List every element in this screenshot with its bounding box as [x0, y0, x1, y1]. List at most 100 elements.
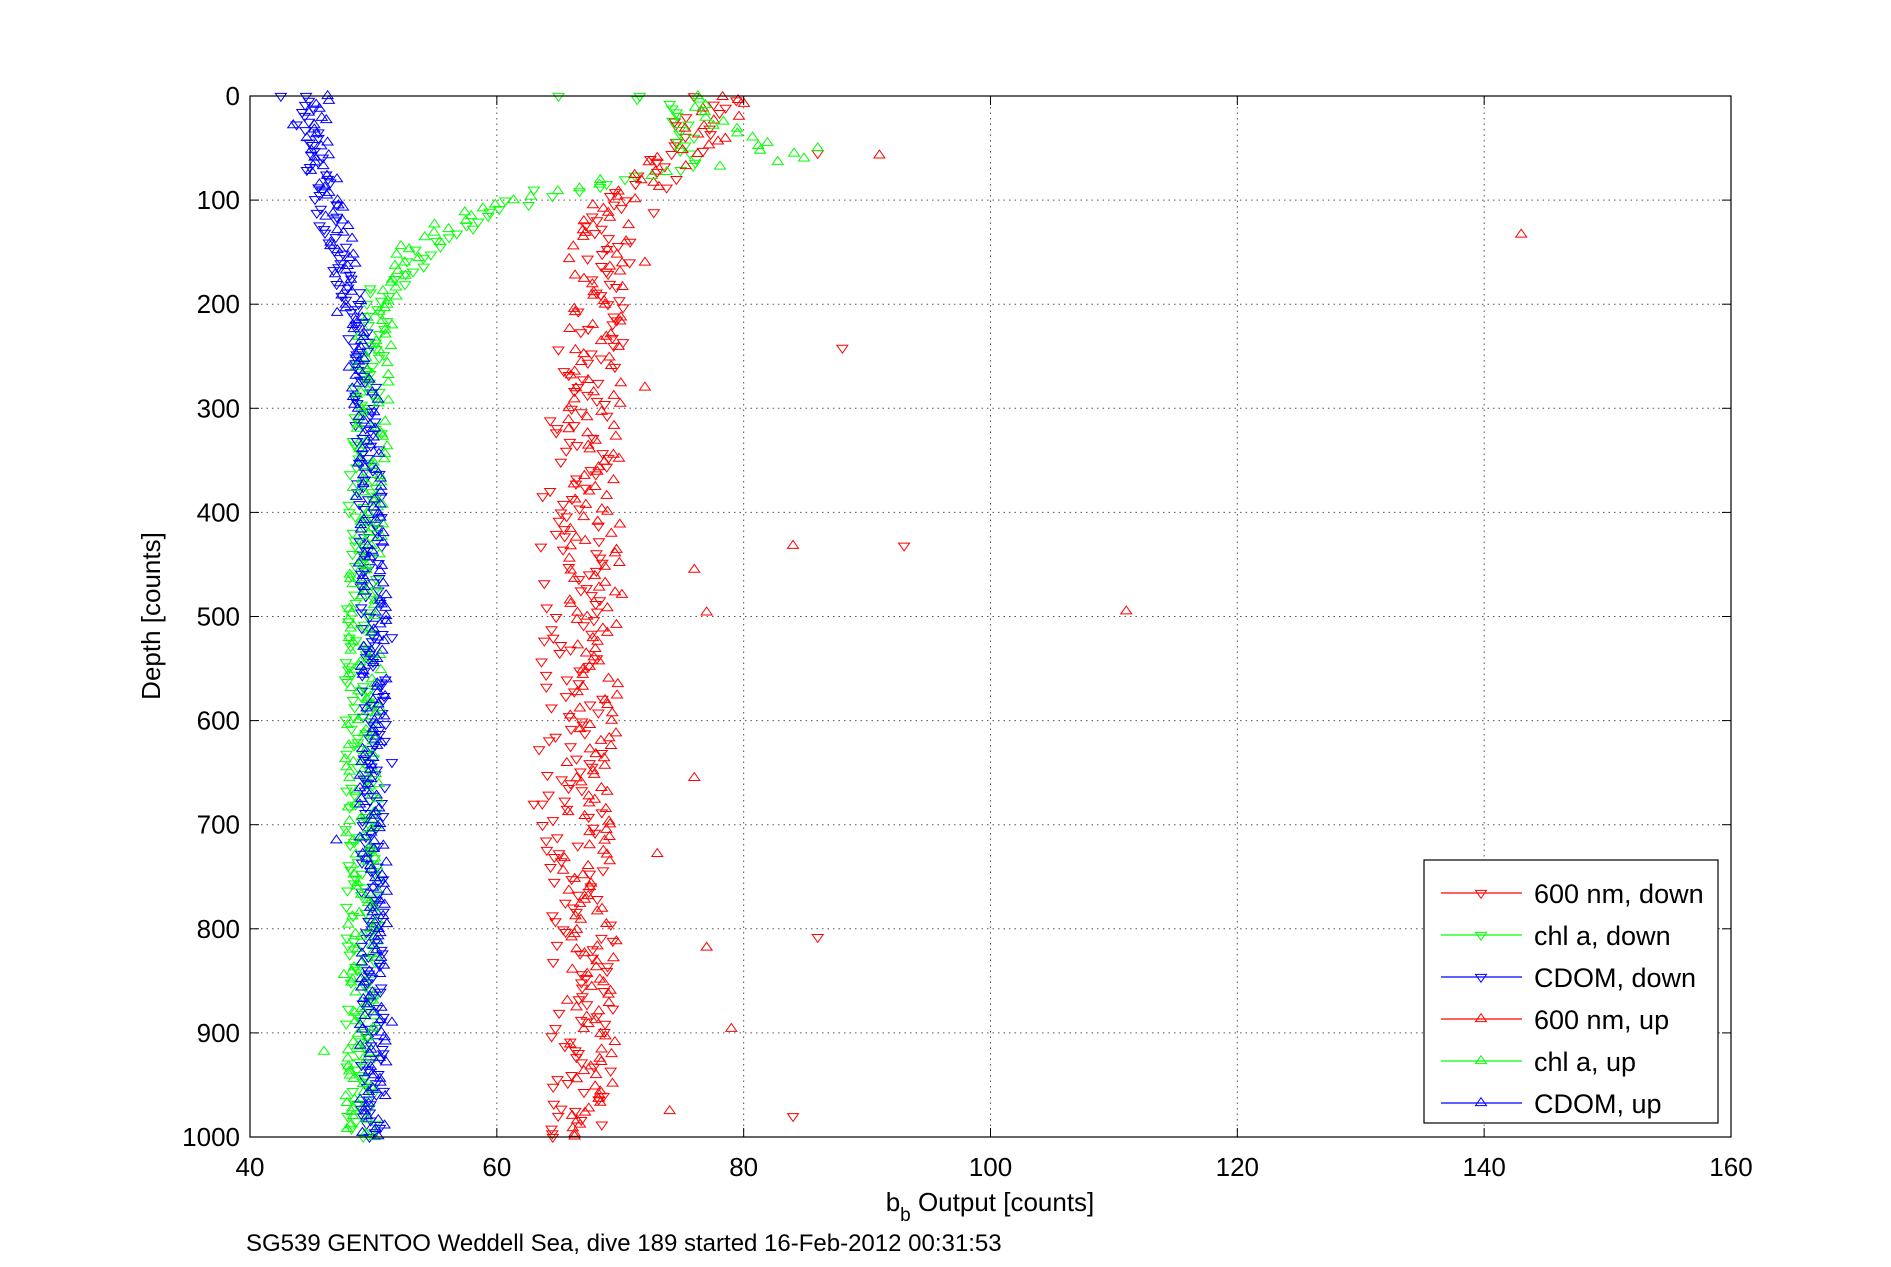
data-point: [357, 504, 370, 514]
data-point: [619, 235, 633, 245]
data-point: [370, 739, 384, 749]
data-point: [343, 951, 357, 961]
data-point: [555, 776, 569, 786]
data-point: [341, 613, 355, 623]
data-point: [366, 914, 380, 924]
data-point: [347, 868, 361, 878]
data-point: [427, 226, 441, 236]
data-point: [598, 834, 612, 844]
data-point: [318, 181, 332, 191]
data-point: [316, 159, 330, 170]
data-point: [707, 114, 721, 124]
data-point: [604, 527, 618, 537]
data-point: [347, 322, 361, 333]
data-point: [347, 961, 361, 971]
data-point: [304, 164, 318, 174]
data-point: [498, 197, 512, 207]
data-point: [354, 518, 368, 529]
data-point: [540, 846, 554, 857]
data-point: [388, 259, 402, 269]
data-point: [575, 787, 589, 797]
y-tick-label: 400: [197, 497, 240, 527]
data-point: [601, 963, 615, 973]
data-point: [356, 710, 370, 720]
data-point: [375, 427, 389, 437]
data-point: [458, 206, 472, 216]
data-point: [380, 356, 394, 367]
data-point: [562, 413, 575, 424]
data-point: [586, 954, 600, 964]
data-point: [361, 777, 375, 788]
data-point: [567, 388, 581, 398]
data-point: [336, 201, 350, 211]
data-point: [581, 391, 595, 402]
data-point: [327, 267, 340, 277]
data-point: [353, 782, 367, 792]
data-point: [365, 745, 379, 756]
data-point: [602, 235, 616, 245]
data-point: [331, 199, 345, 209]
data-point: [558, 899, 572, 909]
data-point: [389, 290, 403, 300]
data-point: [349, 369, 363, 379]
data-point: [542, 737, 556, 747]
data-point: [570, 1001, 583, 1011]
data-point: [375, 543, 389, 553]
data-point: [573, 722, 587, 733]
x-axis-label-subscript: b: [900, 1205, 911, 1226]
data-point: [362, 506, 375, 517]
data-point: [380, 885, 394, 895]
data-point: [564, 743, 577, 753]
data-point: [366, 656, 380, 667]
data-point: [348, 513, 362, 523]
data-point: [389, 281, 403, 291]
data-point: [574, 913, 588, 923]
data-point: [430, 238, 443, 248]
data-point: [315, 111, 329, 121]
data-point: [623, 238, 637, 248]
data-point: [600, 785, 614, 795]
data-point: [376, 526, 390, 537]
data-point: [341, 284, 355, 294]
data-point: [352, 906, 366, 916]
data-point: [609, 430, 623, 440]
data-point: [559, 693, 573, 703]
data-point: [351, 1100, 365, 1110]
data-point: [558, 797, 572, 807]
data-point: [308, 196, 322, 206]
data-point: [573, 505, 586, 515]
data-point: [589, 434, 603, 444]
data-point: [361, 1034, 375, 1044]
data-point: [567, 478, 581, 488]
data-point: [350, 438, 364, 448]
data-point: [417, 263, 431, 273]
data-point: [606, 937, 620, 948]
data-point: [361, 539, 375, 550]
data-point: [593, 173, 607, 184]
data-point: [336, 214, 349, 224]
data-point: [771, 155, 785, 165]
data-point: [367, 493, 381, 503]
data-point: [355, 1023, 369, 1033]
legend-marker: [1474, 889, 1488, 900]
data-point: [562, 401, 576, 412]
data-point: [570, 1073, 584, 1083]
data-point: [609, 935, 623, 945]
data-point: [339, 787, 353, 797]
data-point: [299, 92, 313, 103]
data-point: [567, 572, 581, 582]
data-point: [366, 751, 380, 761]
data-point: [679, 159, 693, 170]
data-point: [354, 523, 368, 533]
data-point: [713, 109, 727, 120]
data-point: [614, 205, 628, 215]
data-point: [592, 460, 606, 471]
data-point: [591, 379, 605, 390]
data-point: [537, 637, 551, 647]
data-point: [377, 453, 391, 463]
data-point: [372, 777, 386, 788]
data-point: [574, 355, 588, 365]
data-point: [587, 1063, 601, 1073]
data-point: [605, 714, 619, 724]
data-point: [600, 967, 614, 978]
